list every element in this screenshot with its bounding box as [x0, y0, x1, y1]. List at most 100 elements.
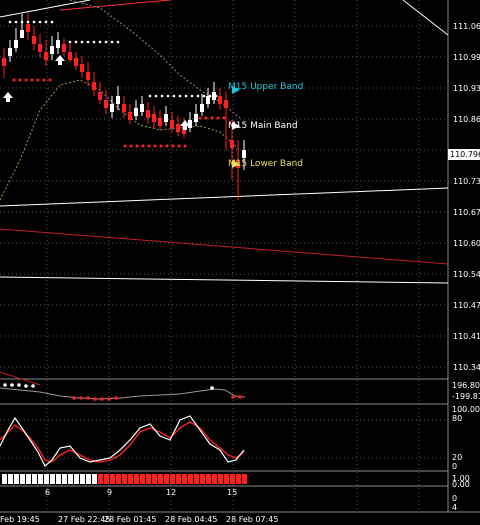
cci-upper-label: 196.807 [452, 381, 480, 390]
candle-body [224, 100, 228, 108]
signal-bar [224, 474, 229, 484]
price-axis-label: 110.345 [453, 363, 480, 372]
signal-bars-group [2, 474, 247, 484]
price-axis-label: 110.475 [453, 301, 480, 310]
price-axis-label: 110.670 [453, 208, 480, 217]
candle-body [122, 104, 126, 112]
signal-bar [32, 474, 37, 484]
signal-bar [68, 474, 73, 484]
trendline[interactable] [59, 0, 171, 11]
candle-body [80, 64, 84, 72]
band-dots-red [12, 78, 226, 148]
candle-body [164, 114, 168, 122]
candle-body [230, 140, 234, 148]
trendline[interactable] [0, 0, 91, 18]
signal-bar [2, 474, 7, 484]
candle-body [116, 96, 120, 104]
candle-body [188, 120, 192, 128]
small-panel-level-0: 0 [452, 494, 458, 503]
candle-body [98, 92, 102, 100]
signal-bar [104, 474, 109, 484]
signal-bar [194, 474, 199, 484]
candle-body [170, 120, 174, 128]
lower-band-marker-icon [232, 160, 240, 168]
candle-body [20, 30, 24, 38]
cci-lower-label: -199.812 [452, 392, 480, 401]
time-axis-label: 28 Feb 04:45 [165, 515, 218, 524]
signal-bar [80, 474, 85, 484]
candle-body [104, 100, 108, 108]
bar-counter-label: 15 [227, 488, 238, 497]
candle-body [158, 118, 162, 126]
candle-body [110, 104, 114, 112]
candle-body [38, 44, 42, 52]
signal-bar [200, 474, 205, 484]
stoch-level-0: 0 [452, 462, 458, 471]
signal-bar [218, 474, 223, 484]
candle-body [62, 44, 66, 52]
candles-group[interactable] [2, 12, 246, 200]
signal-bar [188, 474, 193, 484]
candle-body [146, 110, 150, 118]
signal-bar [38, 474, 43, 484]
price-axis-label: 110.930 [453, 84, 480, 93]
signal-bar [110, 474, 115, 484]
cci-dots-white [3, 383, 214, 390]
signal-bar [86, 474, 91, 484]
candle-body [176, 124, 180, 132]
upper-band-marker-icon [232, 86, 240, 94]
signal-bar [182, 474, 187, 484]
signal-bar [8, 474, 13, 484]
cci-line [0, 387, 246, 400]
signal-bar [20, 474, 25, 484]
bar-counter-label: 12 [166, 488, 177, 497]
candle-body [86, 72, 90, 80]
candle-body [26, 24, 30, 32]
price-axis-label: 110.865 [453, 115, 480, 124]
trendline[interactable] [0, 187, 449, 207]
candle-body [92, 82, 96, 90]
signal-bar [44, 474, 49, 484]
stoch-level-20: 20 [452, 453, 463, 462]
candle-body [56, 40, 60, 48]
candle-body [152, 114, 156, 122]
candle-body [32, 36, 36, 44]
price-axis-label: 110.410 [453, 332, 480, 341]
candle-body [194, 114, 198, 122]
candle-body [8, 48, 12, 56]
signal-bar [74, 474, 79, 484]
signal-bar [14, 474, 19, 484]
signal-bar [170, 474, 175, 484]
main-band-marker-icon [232, 122, 240, 130]
trendline[interactable] [0, 228, 449, 265]
candle-body [74, 58, 78, 66]
time-axis-label: Feb 19:45 [0, 515, 40, 524]
main-band-label: M15 Main Band [228, 121, 298, 131]
trendline[interactable] [0, 371, 41, 386]
bar-counter-label: 6 [45, 488, 51, 497]
signal-bar [116, 474, 121, 484]
time-axis-label: 28 Feb 01:45 [104, 515, 157, 524]
signal-bar [98, 474, 103, 484]
trendline[interactable] [402, 0, 449, 36]
signal-bar [242, 474, 247, 484]
signal-bar [164, 474, 169, 484]
signal-bar [206, 474, 211, 484]
signal-bar [146, 474, 151, 484]
signal-bar [230, 474, 235, 484]
candle-body [212, 92, 216, 100]
grid [0, 0, 448, 512]
price-axis-label: 110.605 [453, 239, 480, 248]
cci-dots-red [72, 395, 242, 401]
price-axis-label: 111.060 [453, 22, 480, 31]
trendline[interactable] [0, 276, 449, 284]
time-axis-label: 28 Feb 07:45 [226, 515, 279, 524]
signal-bar [50, 474, 55, 484]
price-axis-label: 110.735 [453, 177, 480, 186]
buy-arrow-icons [3, 55, 190, 130]
signal-bar [128, 474, 133, 484]
candle-body [128, 112, 132, 120]
current-price-badge: 110.796 [448, 149, 480, 160]
